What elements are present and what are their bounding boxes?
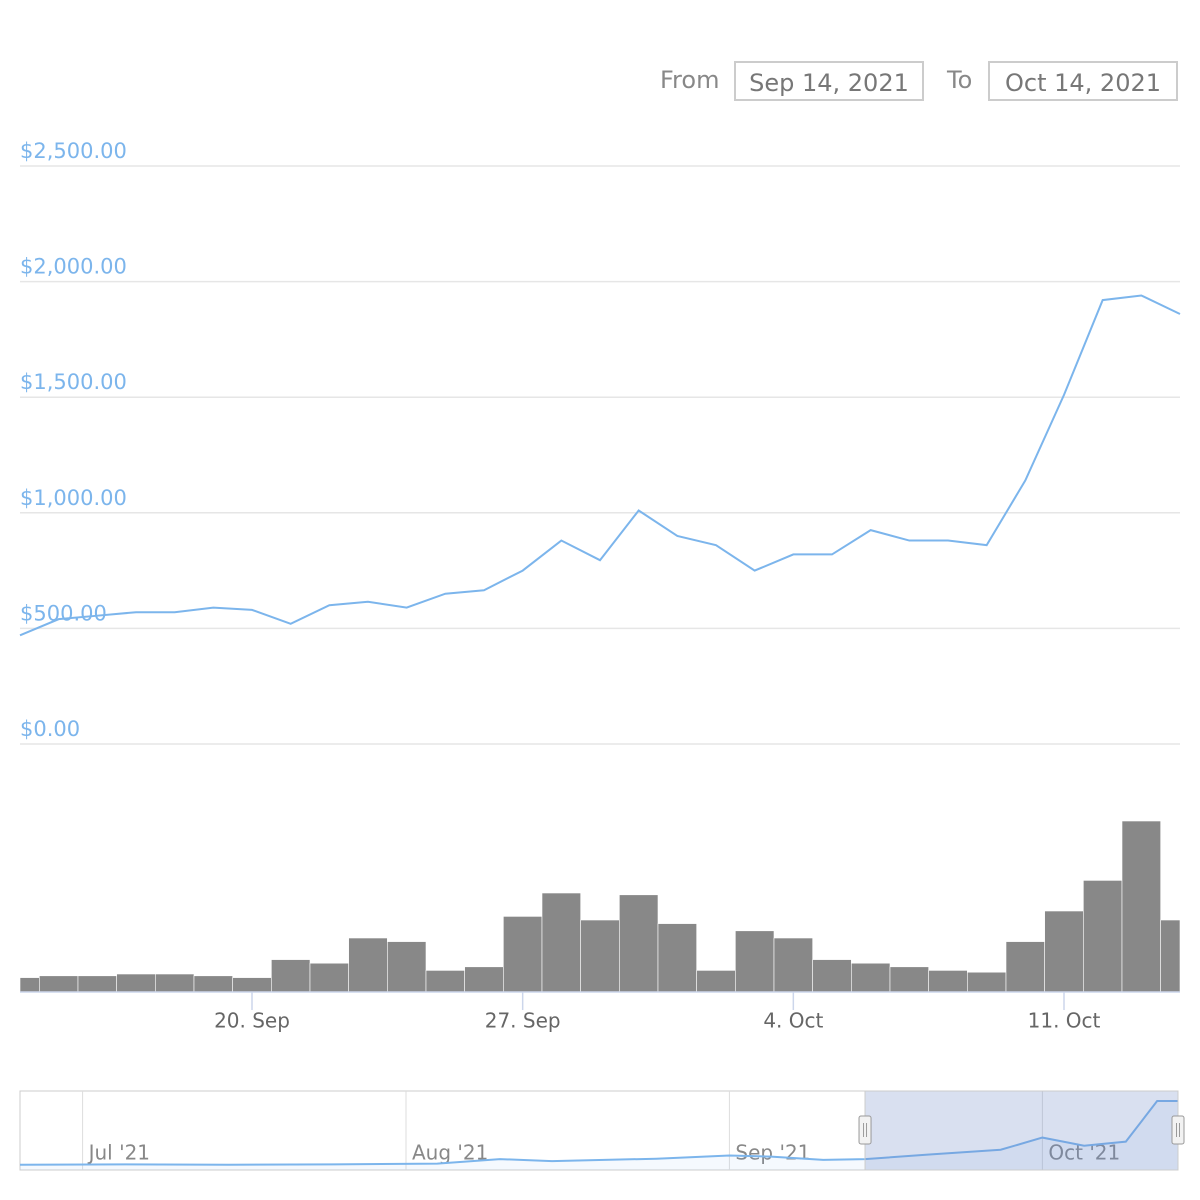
price-line [19,294,1181,637]
volume-bar [928,970,968,993]
navigator-label: Oct '21 [1048,1141,1120,1165]
to-input[interactable]: Oct 14, 2021 [988,61,1178,101]
navigator-selection [864,1090,1179,1171]
volume-bar [812,959,852,993]
volume-bar [77,975,117,993]
volume-bar [193,975,233,993]
volume-bar [116,973,156,993]
y-tick-label: $500.00 [20,601,107,625]
volume-bar [967,971,1007,993]
volume-bar [232,977,272,993]
x-tick-label: 20. Sep [214,1009,290,1033]
navigator-line [19,1100,1178,1166]
volume-bar [19,977,40,993]
navigator-handle[interactable] [1171,1115,1185,1145]
volume-bar [503,916,543,993]
volume-bar [619,894,659,993]
volume-bar [851,962,891,993]
volume-bar [657,923,697,993]
navigator-label: Sep '21 [735,1141,810,1165]
volume-bar [425,970,465,993]
from-label: From [660,66,720,94]
volume-bar [696,970,736,993]
to-label: To [947,66,973,94]
volume-bar [348,937,388,993]
navigator-bg [19,1090,1179,1171]
y-tick-label: $0.00 [20,717,80,741]
volume-bar [773,937,813,993]
y-tick-label: $2,500.00 [20,139,127,163]
volume-bar [541,892,581,993]
volume-bar [580,919,620,993]
volume-bar [1005,941,1045,993]
x-tick-label: 11. Oct [1028,1009,1101,1033]
volume-bar [1044,910,1084,993]
navigator-handle[interactable] [858,1115,872,1145]
volume-bar [1160,919,1181,993]
volume-bar [735,930,775,993]
navigator-label: Jul '21 [87,1141,150,1165]
x-tick-label: 4. Oct [763,1009,823,1033]
volume-bar [1121,820,1161,993]
volume-bar [155,973,195,993]
x-tick-label: 27. Sep [485,1009,561,1033]
navigator-area [20,1101,1178,1170]
volume-bar [464,966,504,993]
volume-bar [889,966,929,993]
volume-bar [271,959,311,993]
y-tick-label: $1,500.00 [20,370,127,394]
volume-bar [309,962,349,993]
from-input[interactable]: Sep 14, 2021 [734,61,924,101]
volume-bar [387,941,427,993]
volume-bar [39,975,79,993]
y-tick-label: $2,000.00 [20,255,127,279]
y-tick-label: $1,000.00 [20,486,127,510]
navigator-label: Aug '21 [412,1141,488,1165]
volume-bar [1083,880,1123,993]
